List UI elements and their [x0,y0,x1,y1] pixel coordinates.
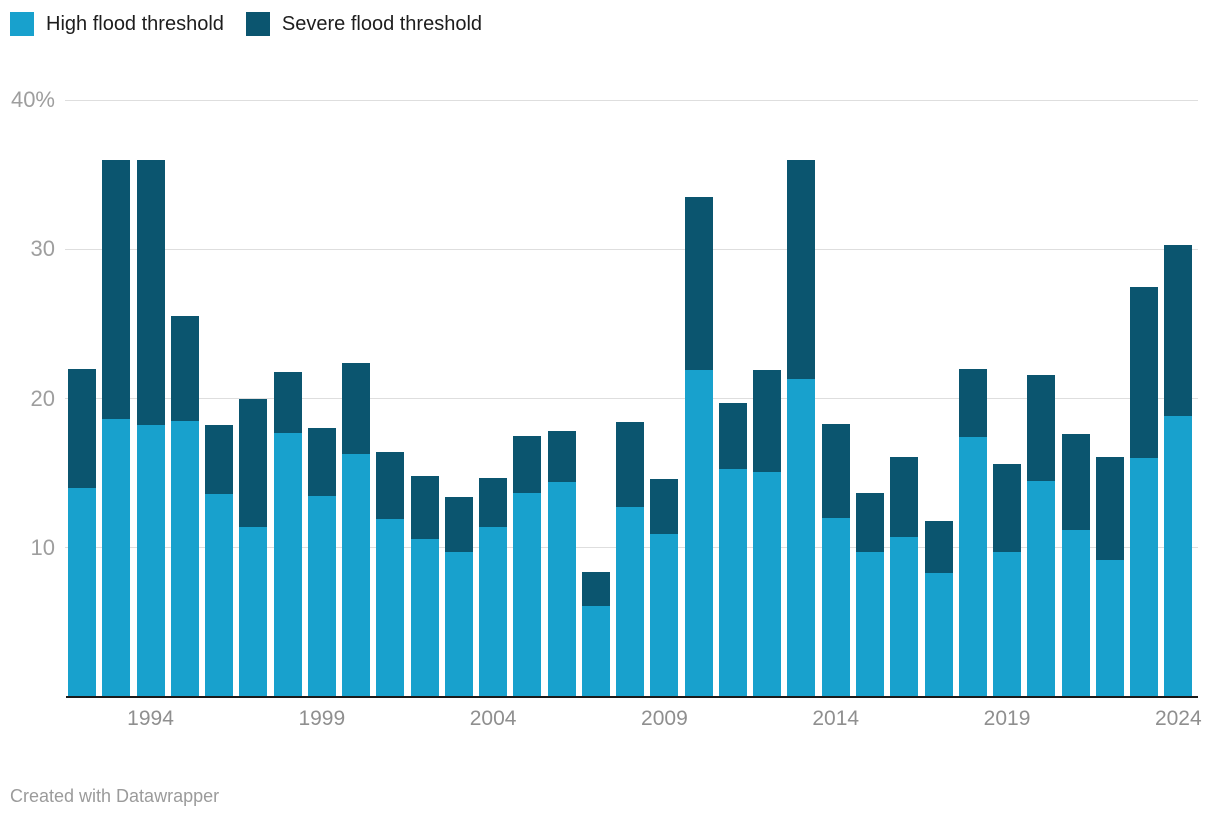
bar-high-2001[interactable] [376,519,405,697]
bar-high-2012[interactable] [753,471,782,697]
bar-high-2023[interactable] [1130,458,1159,697]
bar-high-2018[interactable] [958,437,987,697]
bar-severe-2003[interactable] [444,497,473,553]
bar-severe-1993[interactable] [102,159,131,420]
bar-severe-2019[interactable] [993,464,1022,553]
bar-high-2010[interactable] [684,370,713,697]
legend-label-severe: Severe flood threshold [281,13,483,35]
bar-high-2024[interactable] [1164,416,1193,697]
bar-high-1995[interactable] [170,420,199,697]
x-tick-label-1999: 1999 [298,707,346,730]
x-tick-label-2024: 2024 [1154,707,1202,730]
bar-high-2015[interactable] [855,552,884,697]
bar-severe-1998[interactable] [273,371,302,433]
bar-high-1999[interactable] [307,495,336,697]
bar-severe-2017[interactable] [924,520,953,574]
bar-high-2000[interactable] [342,453,371,697]
bar-severe-2020[interactable] [1027,374,1056,481]
bar-high-2017[interactable] [924,573,953,697]
bar-severe-2004[interactable] [479,477,508,527]
bar-severe-1997[interactable] [239,398,268,527]
bar-high-2013[interactable] [787,379,816,697]
bar-high-1997[interactable] [239,526,268,697]
bar-high-1996[interactable] [205,494,234,697]
bar-severe-2010[interactable] [684,197,713,371]
bar-severe-1999[interactable] [307,428,336,496]
bar-high-2021[interactable] [1061,529,1090,697]
x-tick-label-2009: 2009 [641,707,688,730]
y-gridline-40 [65,99,1198,101]
legend-label-high: High flood threshold [46,13,224,35]
bar-severe-1996[interactable] [205,425,234,494]
bar-high-1998[interactable] [273,432,302,697]
y-tick-label-40: 40% [10,87,55,112]
y-tick-label-10: 10 [30,534,55,560]
x-tick-label-1994: 1994 [127,707,174,730]
bar-high-1993[interactable] [102,419,131,697]
bar-high-2007[interactable] [581,605,610,697]
bar-severe-2022[interactable] [1095,456,1124,560]
high-flood-swatch-icon [10,12,34,36]
y-tick-label-30: 30 [30,236,55,262]
legend-item-severe: Severe flood threshold [245,12,483,36]
bar-high-2009[interactable] [650,534,679,697]
bar-severe-2002[interactable] [410,476,439,539]
attribution-text: Created with Datawrapper [10,786,220,806]
bar-severe-2008[interactable] [616,422,645,508]
legend-item-high: High flood threshold [10,12,224,36]
bar-severe-1995[interactable] [170,316,199,421]
bar-high-2002[interactable] [410,538,439,697]
bar-severe-2018[interactable] [958,368,987,438]
bar-severe-2007[interactable] [581,571,610,606]
bar-severe-2016[interactable] [890,456,919,538]
severe-flood-swatch-icon [245,12,270,36]
bar-high-2022[interactable] [1095,559,1124,697]
x-tick-label-2004: 2004 [469,707,517,730]
bar-severe-2006[interactable] [547,431,576,483]
bar-high-2014[interactable] [821,517,850,697]
bar-severe-2001[interactable] [376,452,405,520]
x-tick-label-2014: 2014 [812,707,860,730]
x-tick-label-2019: 2019 [983,707,1031,730]
y-gridline-20 [65,398,1198,399]
bar-severe-2013[interactable] [787,159,816,380]
bar-severe-2005[interactable] [513,435,542,493]
y-tick-label-20: 20 [30,385,55,411]
bar-high-2020[interactable] [1027,480,1056,697]
bar-high-2004[interactable] [479,526,508,697]
x-axis-line [66,696,1198,698]
bar-high-2011[interactable] [718,468,747,697]
bar-high-2003[interactable] [444,552,473,697]
bar-severe-2012[interactable] [753,370,782,472]
bar-severe-2009[interactable] [650,479,679,535]
legend: High flood threshold Severe flood thresh… [10,12,482,36]
bar-severe-2023[interactable] [1130,286,1159,459]
y-gridline-30 [65,248,1198,250]
bar-severe-2024[interactable] [1164,244,1193,417]
bar-severe-2000[interactable] [342,362,371,454]
bar-high-2006[interactable] [547,482,576,697]
bar-high-2008[interactable] [616,507,645,697]
bar-severe-1994[interactable] [136,159,165,426]
bar-high-2019[interactable] [993,552,1022,697]
bar-severe-2014[interactable] [821,423,850,518]
bar-severe-1992[interactable] [68,368,96,489]
bar-high-2016[interactable] [890,537,919,697]
bar-severe-2015[interactable] [855,492,884,553]
bar-high-1992[interactable] [68,488,96,697]
bar-severe-2011[interactable] [718,402,747,469]
bar-high-1994[interactable] [136,425,165,697]
bar-high-2005[interactable] [513,492,542,697]
bar-severe-2021[interactable] [1061,434,1090,530]
